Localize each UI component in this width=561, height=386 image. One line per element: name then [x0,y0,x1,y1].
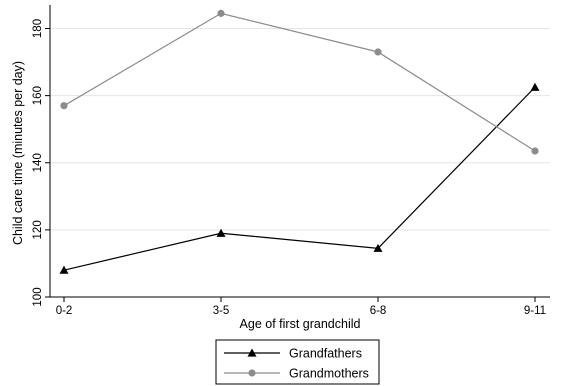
legend-label-grandfathers: Grandfathers [289,347,362,361]
x-tick-label: 9-11 [524,305,546,317]
grandmothers-point [217,9,225,17]
y-tick-label: 140 [32,153,44,172]
y-tick-label: 100 [32,287,44,306]
grandfathers-line [63,86,536,271]
legend: Grandfathers Grandmothers [215,339,380,385]
legend-box [215,339,380,385]
grandmothers-point [374,48,382,56]
x-axis-ticks: 0-2 3-5 6-8 9-11 [56,297,546,317]
x-axis-label: Age of first grandchild [240,317,361,331]
gridlines [50,27,550,231]
legend-marker-grandmothers [248,369,256,377]
y-tick-label: 180 [32,19,44,38]
grandmothers-point [531,147,539,155]
y-axis-ticks: 100 120 140 160 180 [32,19,50,307]
grandfathers-point [59,265,69,274]
series-layer [59,9,540,274]
y-tick-label: 120 [32,220,44,239]
grandfathers-point [373,243,383,252]
grandfathers-point [216,228,226,237]
y-axis-label: Child care time (minutes per day) [11,61,25,245]
y-tick-label: 160 [32,86,44,105]
grandmothers-point [60,102,68,110]
x-tick-label: 0-2 [56,305,73,317]
x-tick-label: 6-8 [370,305,387,317]
legend-marker-grandfathers [247,348,257,357]
grandfathers-point [530,82,540,91]
legend-label-grandmothers: Grandmothers [289,367,369,381]
grandmothers-line [63,12,536,152]
x-tick-label: 3-5 [213,305,230,317]
